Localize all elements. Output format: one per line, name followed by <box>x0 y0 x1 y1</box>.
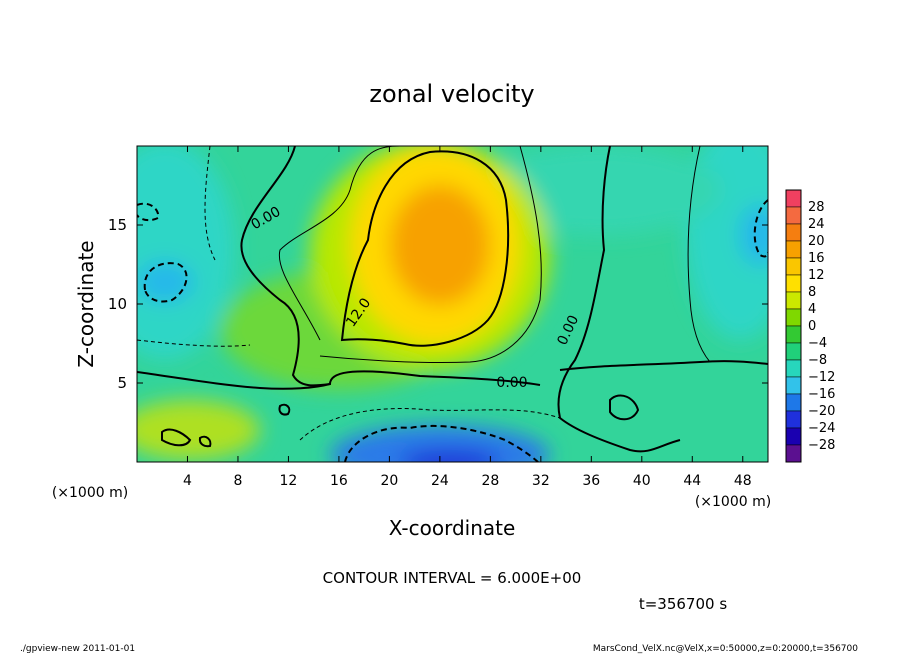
colorbar-frame <box>785 189 802 463</box>
colorbar-label: −4 <box>808 336 827 351</box>
contour-right-loop <box>609 394 640 421</box>
x-tick-label: 36 <box>582 473 600 489</box>
footer-source: MarsCond_VelX.nc@VelX,x=0:50000,z=0:2000… <box>593 644 858 654</box>
colorbar-swatch <box>785 189 802 208</box>
field-left-pool <box>137 262 193 302</box>
x-tick-label: 4 <box>183 473 192 489</box>
footer-program: ./gpview-new 2011-01-01 <box>20 644 135 654</box>
colorbar-swatch <box>785 223 802 242</box>
field-lower-blue <box>330 425 550 462</box>
x-tick-label: 28 <box>481 473 499 489</box>
contour-dashed-left-pool <box>143 262 188 303</box>
field-lower-core <box>400 450 500 462</box>
field-blobs <box>137 146 768 462</box>
contour-lower-left-blob <box>161 428 192 447</box>
field-lower-left <box>137 400 260 460</box>
contour-dashed-lower <box>344 424 539 462</box>
x-tick-label: 16 <box>330 473 348 489</box>
x-tick-label: 32 <box>532 473 550 489</box>
x-tick-label: 8 <box>233 473 242 489</box>
colorbar-label: 8 <box>808 285 816 300</box>
colorbar-label: 4 <box>808 302 816 317</box>
colorbar-label: 0 <box>808 319 816 334</box>
x-tick-label: 48 <box>734 473 752 489</box>
field-jet-core <box>390 185 490 305</box>
x-tick-label: 24 <box>431 473 449 489</box>
colorbar-label: 16 <box>808 251 825 266</box>
field-right-pool <box>740 205 768 265</box>
y-ticks: 5 10 15 <box>108 216 768 392</box>
contour-dashed-right-pool <box>753 199 768 258</box>
contour-interval: CONTOUR INTERVAL = 6.000E+00 <box>323 569 582 587</box>
contour-zero-right <box>557 146 681 453</box>
colorbar-label: −12 <box>808 370 835 385</box>
colorbar-swatch <box>785 359 802 378</box>
contour-zero-upper-right <box>559 360 768 371</box>
x-axis-label: X-coordinate <box>389 516 516 540</box>
colorbar-label: −20 <box>808 404 835 419</box>
colorbar-swatch <box>785 274 802 293</box>
contour-thin-jet <box>278 146 542 364</box>
contour-lower-left-small <box>198 435 212 448</box>
colorbar-label: 20 <box>808 234 825 249</box>
plot-area <box>137 146 768 462</box>
colorbar-swatch <box>785 325 802 344</box>
colorbar-label: −24 <box>808 421 835 436</box>
colorbar-swatch <box>785 444 802 463</box>
colorbar-label: 24 <box>808 217 825 232</box>
chart-title: zonal velocity <box>369 80 534 108</box>
colorbar-swatch <box>785 427 802 446</box>
y-tick-label: 10 <box>108 295 127 313</box>
x-tick-label: 20 <box>380 473 398 489</box>
y-tick-label: 15 <box>108 216 127 234</box>
colorbar-swatch <box>785 291 802 310</box>
x-ticks: 4 8 12 16 20 24 28 32 36 40 44 48 <box>183 146 752 489</box>
y-tick-label: 5 <box>117 374 127 392</box>
colorbar-swatch <box>785 308 802 327</box>
x-tick-label: 40 <box>633 473 651 489</box>
contour-thin-right <box>687 146 711 363</box>
contour-small-circle <box>278 403 291 416</box>
contour-jet-12 <box>340 150 510 347</box>
colorbar-swatch <box>785 393 802 412</box>
colorbar-label: 12 <box>808 268 825 283</box>
contour-zero-bottom <box>137 371 331 390</box>
colorbar-swatch <box>785 240 802 259</box>
field-left-cyan <box>137 146 235 360</box>
colorbar-label: −28 <box>808 438 835 453</box>
colorbar: 28 24 20 16 12 8 4 0 −4 −8 −12 −16 −20 −24 −28 <box>785 189 835 463</box>
contour-label-4: 0.00 <box>496 375 527 391</box>
colorbar-swatch <box>785 257 802 276</box>
contour-dashed-left-top <box>137 202 160 222</box>
x-tick-label: 12 <box>280 473 298 489</box>
y-axis-label: Z-coordinate <box>74 240 98 367</box>
colorbar-label: −16 <box>808 387 835 402</box>
colorbar-label: −8 <box>808 353 827 368</box>
contour-thin-lower <box>299 408 561 441</box>
contours <box>137 146 768 462</box>
colorbar-label: 28 <box>808 200 825 215</box>
field-right-cyan <box>685 146 768 340</box>
colorbar-swatch <box>785 206 802 225</box>
x-unit-label-right: (×1000 m) <box>695 494 771 510</box>
colorbar-swatch <box>785 410 802 429</box>
time-label: t=356700 s <box>639 595 727 613</box>
colorbar-swatch <box>785 376 802 395</box>
x-unit-label-left: (×1000 m) <box>52 485 128 501</box>
x-tick-label: 44 <box>683 473 701 489</box>
colorbar-swatch <box>785 342 802 361</box>
contour-zero-left <box>240 146 541 387</box>
